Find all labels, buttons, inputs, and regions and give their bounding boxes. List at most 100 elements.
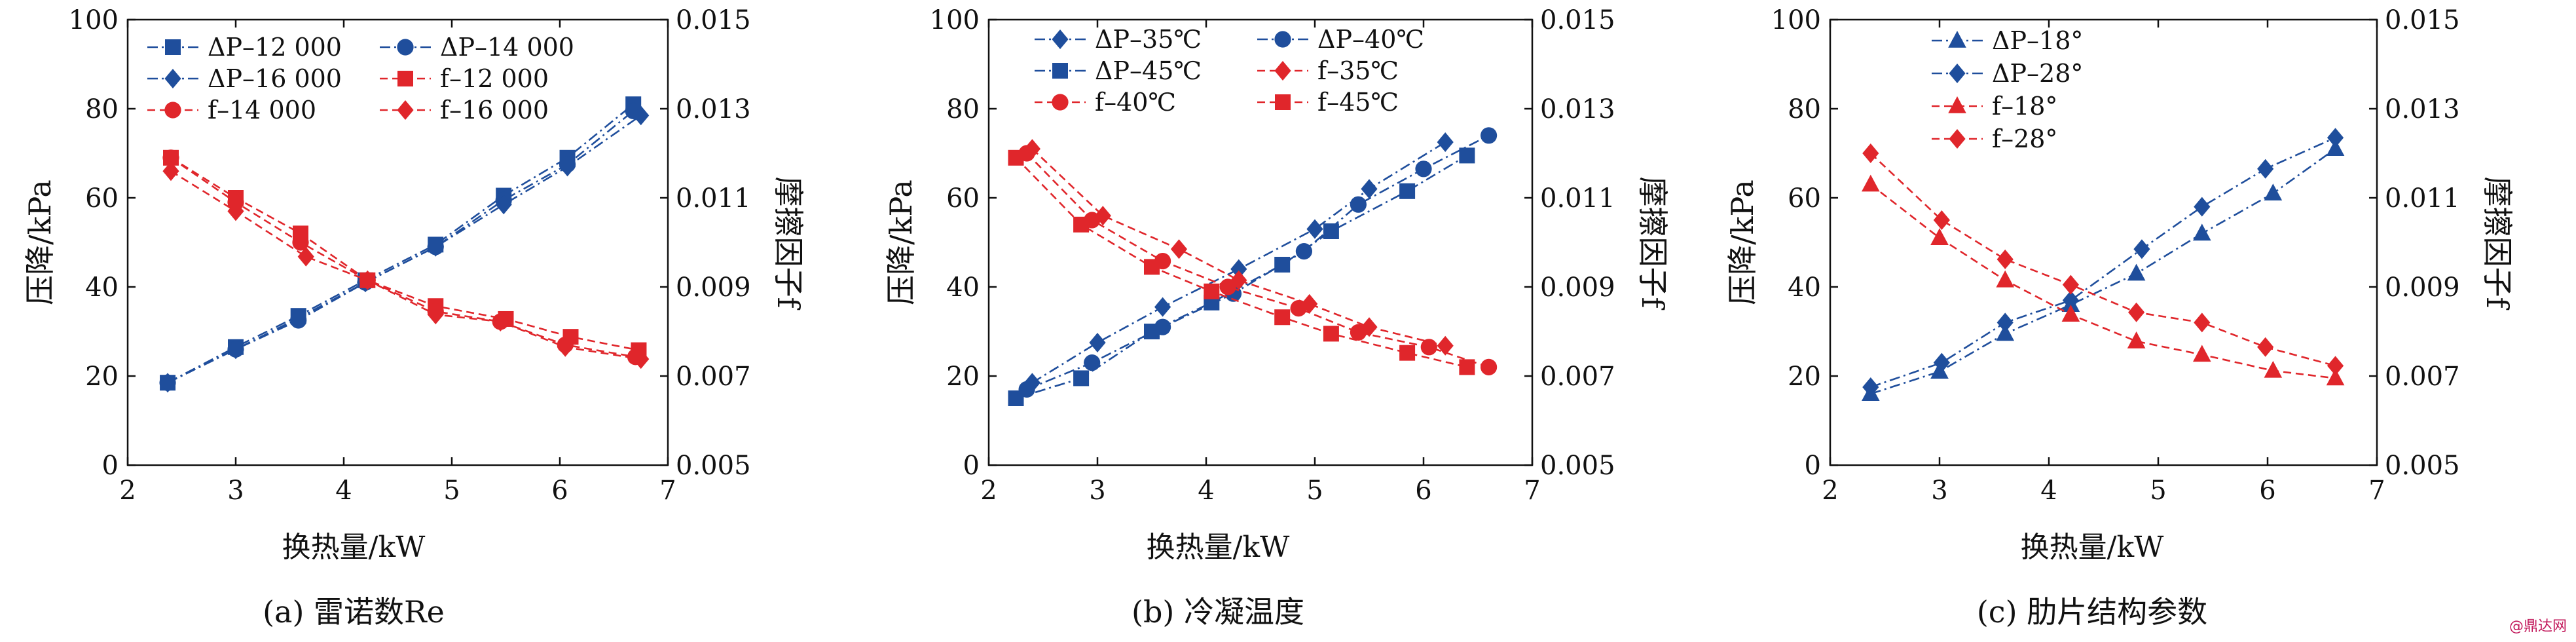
- series-4: [1023, 139, 1454, 356]
- data-point: [1274, 257, 1291, 273]
- x-tick-label: 7: [2368, 476, 2385, 506]
- panel-caption: (c) 肋片结构参数: [1977, 594, 2207, 630]
- data-point: [2264, 183, 2283, 200]
- data-point: [1437, 132, 1454, 152]
- y2-tick-label: 0.009: [2385, 273, 2460, 303]
- data-point: [1204, 283, 1220, 299]
- legend-marker: [1274, 31, 1291, 48]
- series-line: [170, 157, 636, 358]
- data-point: [1073, 216, 1090, 233]
- panel-caption: (a) 雷诺数Re: [263, 594, 445, 630]
- data-point: [1323, 326, 1339, 342]
- data-point: [427, 305, 444, 325]
- series-line: [1870, 148, 2336, 395]
- series-line: [1869, 183, 2336, 379]
- data-point: [1862, 143, 1879, 163]
- data-point: [495, 195, 512, 215]
- x-tick-label: 7: [659, 476, 676, 506]
- x-tick-label: 3: [1931, 476, 1947, 506]
- legend-marker: [1948, 31, 1966, 48]
- legend-marker: [1275, 94, 1291, 110]
- data-point: [1862, 377, 1879, 397]
- x-tick-label: 6: [2259, 476, 2275, 506]
- data-point: [227, 201, 244, 221]
- legend-label: f–12 000: [440, 64, 549, 93]
- data-point: [159, 373, 176, 393]
- y-tick-label: 0: [1805, 451, 1821, 481]
- series-3: [159, 105, 650, 393]
- data-point: [1089, 333, 1106, 352]
- y2-tick-label: 0.015: [676, 5, 751, 35]
- x-tick-label: 3: [227, 476, 244, 506]
- data-point: [1350, 324, 1367, 341]
- y-tick-label: 80: [946, 94, 980, 124]
- data-point: [1230, 259, 1247, 279]
- y-tick-label: 40: [946, 273, 980, 303]
- legend-marker: [1052, 94, 1069, 111]
- y2-tick-label: 0.015: [1540, 5, 1615, 35]
- series-1: [1023, 132, 1454, 393]
- legend-marker: [165, 39, 181, 55]
- chart-panel-3: 2 3 4 5 6 7 0 20 40 60 80 100 0.005 0.007 0.009 0.011 0.…: [1725, 5, 2515, 630]
- legend: ΔP–18° ΔP–28° f–18° f–28°: [1932, 26, 2083, 153]
- data-point: [2193, 345, 2211, 362]
- series-line: [167, 115, 642, 384]
- data-point: [1996, 312, 2014, 333]
- series-1: [1861, 139, 2345, 401]
- y-tick-label: 40: [1788, 273, 1821, 303]
- legend-label: ΔP–12 000: [208, 33, 342, 62]
- data-point: [1219, 278, 1236, 295]
- y-tick-label: 100: [930, 5, 980, 35]
- x-tick-label: 5: [2150, 476, 2166, 506]
- legend-label: ΔP–14 000: [440, 33, 574, 62]
- x-tick-label: 2: [119, 476, 136, 506]
- y2-tick-label: 0.005: [1540, 451, 1615, 481]
- x-tick-label: 5: [1306, 476, 1323, 506]
- data-point: [1350, 196, 1367, 213]
- y-tick-label: 80: [1788, 94, 1821, 124]
- data-point: [1930, 362, 1949, 379]
- legend-label: ΔP–35℃: [1095, 25, 1202, 54]
- chart-panel-2: 2 3 4 5 6 7 0 20 40 60 80 100 0.005 0.007 0.009 0.011 0.…: [883, 5, 1670, 630]
- y2-tick-label: 0.013: [2385, 94, 2460, 124]
- legend: ΔP–12 000 ΔP–14 000 ΔP–16 000 f–12 000 f–14 …: [147, 33, 574, 124]
- x-axis-title: 换热量/kW: [2021, 531, 2164, 564]
- x-tick-label: 6: [551, 476, 568, 506]
- data-point: [2127, 263, 2146, 281]
- data-point: [427, 236, 444, 257]
- plot-frame: [1829, 18, 2378, 466]
- legend-marker: [397, 39, 414, 56]
- legend-marker: [1274, 61, 1291, 81]
- x-axis-title: 换热量/kW: [1147, 531, 1290, 564]
- x-tick-label: 2: [980, 476, 997, 506]
- data-point: [1996, 270, 2014, 288]
- x-tick-label: 2: [1822, 476, 1838, 506]
- series-4: [1862, 143, 2344, 376]
- data-point: [559, 157, 576, 177]
- data-point: [2326, 368, 2345, 386]
- y-tick-label: 60: [946, 183, 980, 214]
- data-point: [492, 312, 509, 332]
- data-point: [359, 270, 376, 290]
- x-tick-label: 4: [335, 476, 352, 506]
- legend-label: ΔP–45℃: [1095, 56, 1202, 85]
- data-point: [633, 349, 650, 369]
- legend-label: f–28°: [1992, 124, 2057, 153]
- y-axis-title: 压降/kPa: [1725, 179, 1760, 305]
- x-tick-label: 4: [1198, 476, 1214, 506]
- x-axis-title: 换热量/kW: [282, 531, 426, 564]
- y-tick-label: 20: [946, 362, 980, 392]
- data-point: [1996, 249, 2014, 269]
- data-point: [1154, 297, 1171, 317]
- legend-label: f–40℃: [1095, 88, 1176, 117]
- data-point: [1399, 345, 1416, 361]
- series-line: [1015, 157, 1467, 368]
- legend-label: ΔP–18°: [1992, 26, 2083, 55]
- watermark-label: @鼎达网: [2509, 618, 2567, 635]
- plot-frame: [126, 18, 669, 466]
- y2-tick-label: 0.009: [676, 273, 751, 303]
- data-point: [2257, 337, 2274, 357]
- data-point: [1437, 335, 1454, 356]
- data-point: [1459, 359, 1475, 375]
